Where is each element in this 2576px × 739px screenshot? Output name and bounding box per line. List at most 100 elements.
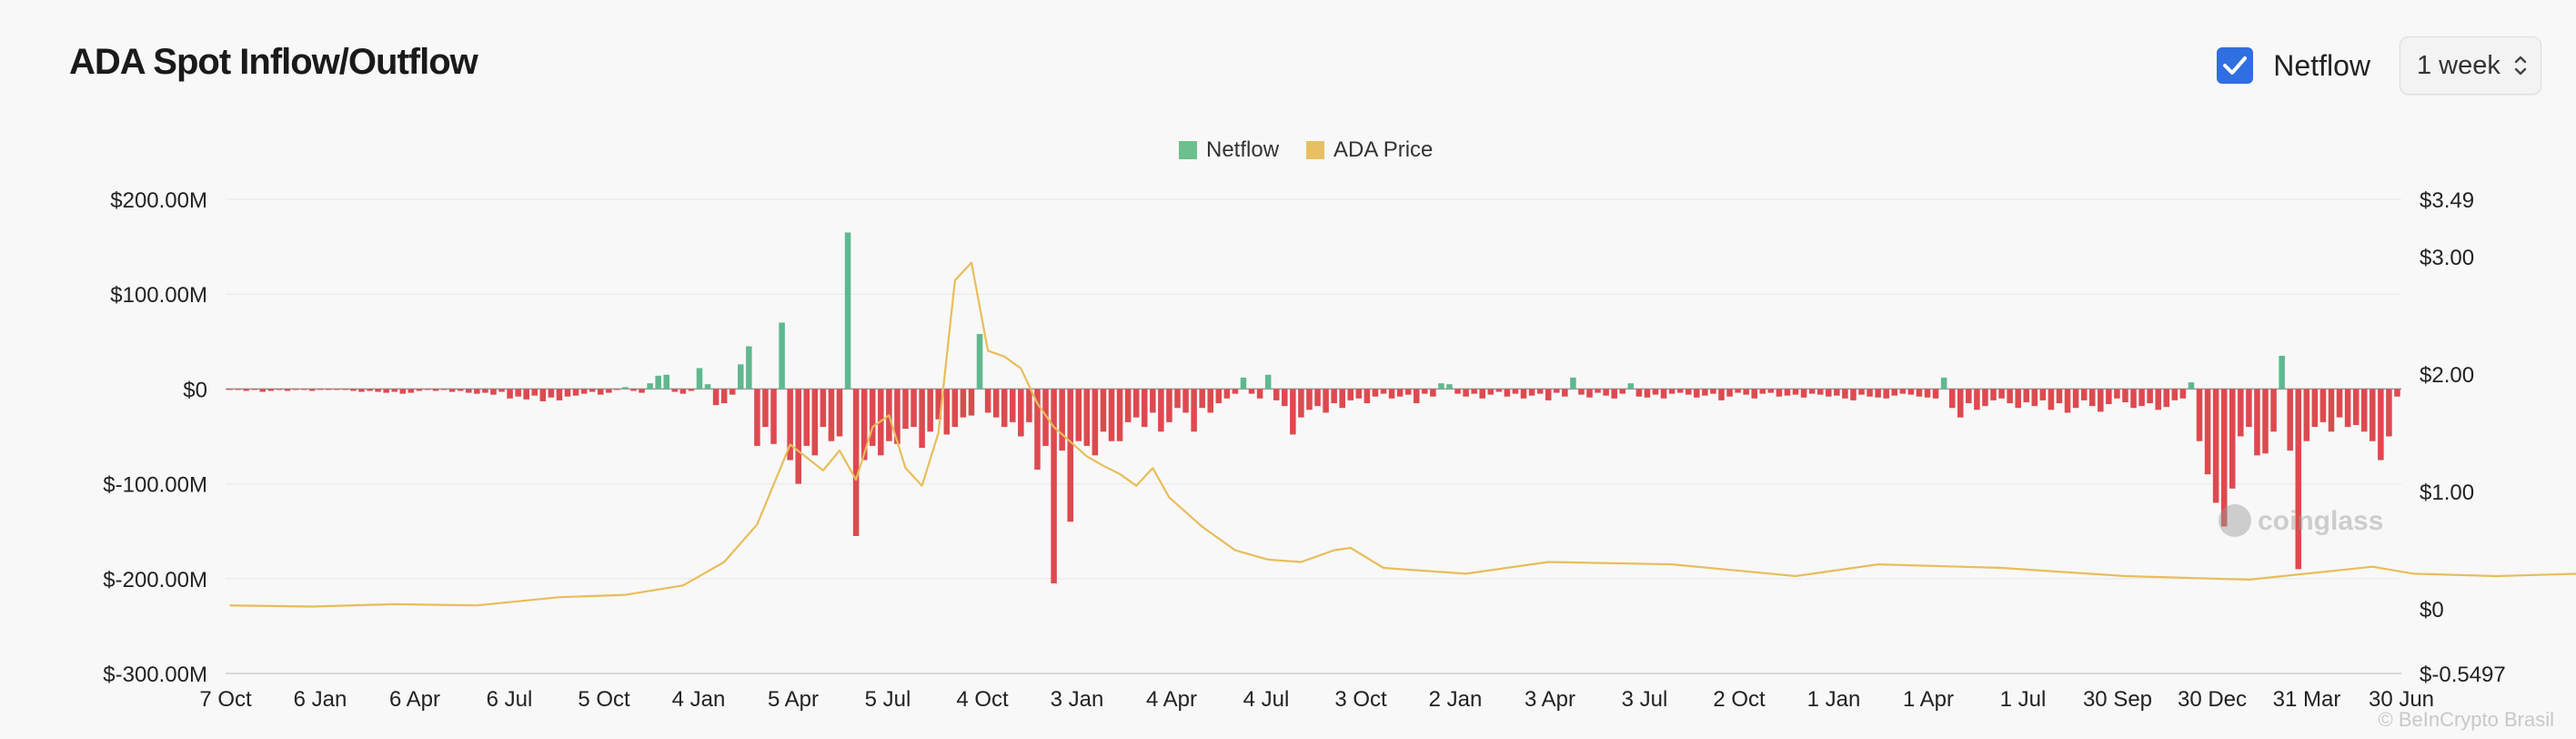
netflow-bar [1990, 389, 1997, 400]
netflow-bar [482, 389, 488, 393]
netflow-bar [976, 333, 983, 390]
netflow-bar [1042, 389, 1049, 446]
netflow-bar [1800, 389, 1807, 398]
x-axis-tick-label: 3 Jul [1622, 687, 1668, 712]
netflow-bar [1536, 389, 1544, 394]
netflow-bar [2114, 389, 2120, 399]
netflow-bar [2229, 389, 2236, 489]
netflow-bar [2352, 389, 2360, 425]
x-axis-tick-label: 4 Apr [1146, 687, 1197, 712]
netflow-bar [1718, 389, 1725, 400]
coinglass-logo-text: coinglass [2258, 506, 2383, 536]
netflow-bar [1339, 389, 1345, 409]
chart-controls: Netflow 1 week [2217, 36, 2541, 95]
netflow-bar [1207, 389, 1213, 413]
netflow-bar [803, 389, 810, 446]
netflow-bar [317, 389, 324, 390]
netflow-bar [1554, 389, 1560, 393]
netflow-bar [367, 389, 373, 391]
netflow-bar [951, 389, 959, 428]
netflow-toggle-label[interactable]: Netflow [2273, 48, 2370, 82]
x-axis-tick-label: 4 Jan [672, 687, 726, 712]
netflow-bar [1916, 389, 1923, 397]
netflow-bar [1619, 389, 1626, 394]
netflow-bar [852, 389, 860, 536]
page-title: ADA Spot Inflow/Outflow [69, 42, 478, 82]
netflow-bar [1010, 389, 1016, 422]
netflow-checkbox[interactable] [2217, 47, 2254, 84]
netflow-bar [1414, 389, 1420, 404]
netflow-bar [292, 389, 299, 390]
netflow-bar [2328, 389, 2335, 432]
netflow-bar [1644, 389, 1651, 398]
netflow-bar [2220, 389, 2228, 527]
netflow-bar [911, 389, 917, 428]
netflow-bar [1842, 389, 1848, 399]
netflow-bar [1075, 389, 1082, 441]
netflow-bar [1438, 383, 1444, 390]
netflow-bar [1694, 389, 1700, 398]
netflow-bar [440, 389, 448, 390]
netflow-bar [1150, 389, 1156, 413]
netflow-bar [267, 389, 275, 391]
netflow-bar [1660, 389, 1667, 399]
netflow-bar [1635, 389, 1643, 397]
netflow-bar [919, 389, 925, 448]
netflow-bar [1124, 389, 1132, 422]
netflow-bar [1273, 389, 1280, 400]
netflow-bar [1182, 389, 1189, 413]
netflow-bar [2122, 389, 2128, 402]
netflow-bar [276, 389, 283, 390]
netflow-bar [2188, 382, 2195, 390]
netflow-bar [2344, 389, 2351, 428]
x-axis-tick-label: 30 Sep [2083, 687, 2152, 712]
netflow-bar [358, 389, 365, 392]
netflow-bar [1059, 389, 1065, 451]
netflow-bar [1158, 389, 1164, 432]
netflow-bar [531, 389, 538, 396]
netflow-bar [1240, 377, 1247, 390]
netflow-bar [762, 389, 769, 428]
netflow-bar [1166, 389, 1172, 422]
netflow-bar [1710, 389, 1716, 394]
netflow-bar [1528, 389, 1535, 396]
netflow-bar [1932, 389, 1939, 399]
right-axis-tick-label: $1.00 [2420, 481, 2474, 505]
netflow-bar [1504, 389, 1511, 397]
netflow-bar [598, 389, 604, 395]
netflow-bar [1298, 389, 1304, 418]
netflow-bar [1595, 389, 1601, 393]
netflow-bar [589, 389, 596, 392]
interval-select[interactable]: 1 week [2400, 36, 2541, 95]
netflow-bar [696, 368, 703, 390]
netflow-bar [704, 384, 711, 390]
netflow-bar [1776, 389, 1783, 397]
left-axis-tick-label: $100.00M [110, 283, 207, 308]
netflow-bar [770, 389, 777, 444]
netflow-bar [308, 389, 316, 391]
netflow-bar [448, 389, 456, 392]
netflow-bar [2336, 389, 2343, 418]
netflow-bar [564, 389, 571, 397]
netflow-bar [548, 389, 555, 398]
netflow-bar [1454, 389, 1461, 394]
netflow-bar [811, 389, 819, 456]
netflow-bar [2007, 389, 2013, 404]
right-axis-tick-label: $-0.5497 [2420, 663, 2506, 687]
netflow-bar [1001, 389, 1008, 428]
netflow-bar [754, 389, 760, 446]
netflow-bar [1232, 389, 1239, 394]
netflow-bar [556, 389, 563, 400]
netflow-bar [326, 389, 332, 390]
netflow-bar [828, 389, 835, 441]
netflow-bar [300, 389, 307, 390]
netflow-bar [1512, 389, 1519, 394]
netflow-bar [1586, 389, 1593, 398]
netflow-bar [2048, 389, 2055, 410]
netflow-bar [630, 389, 637, 391]
coinglass-logo-icon [2219, 504, 2251, 537]
netflow-bar [712, 389, 719, 406]
netflow-bar [1751, 389, 1757, 399]
netflow-bar [927, 389, 933, 432]
netflow-bar [746, 346, 752, 390]
